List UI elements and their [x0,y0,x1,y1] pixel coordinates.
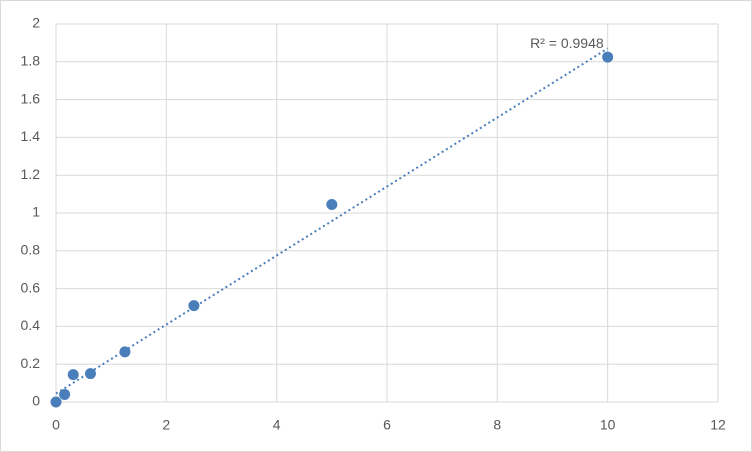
point [59,388,71,400]
point [188,300,200,312]
y-tick-label: 1.8 [21,53,41,69]
x-tick-label: 10 [600,417,616,433]
x-tick-label: 0 [52,417,60,433]
point [119,346,131,358]
y-tick-label: 0.8 [21,242,41,258]
y-tick-label: 0.4 [21,317,41,333]
point [602,51,614,63]
point [67,369,79,381]
y-tick-label: 0.6 [21,279,41,295]
point [326,198,338,210]
y-tick-label: 1.2 [21,166,41,182]
y-tick-label: 1.4 [21,128,41,144]
y-tick-label: 1.6 [21,90,41,106]
x-tick-label: 12 [710,417,726,433]
point [84,368,96,380]
y-tick-label: 2 [32,15,40,31]
x-tick-label: 6 [383,417,391,433]
trendline [55,47,609,395]
y-tick-label: 0.2 [21,355,41,371]
y-tick-label: 0 [32,393,40,409]
x-tick-label: 8 [493,417,501,433]
y-tick-label: 1 [32,204,40,220]
x-tick-label: 4 [273,417,281,433]
x-tick-label: 2 [162,417,170,433]
point [50,396,62,408]
annotation: R² = 0.9948 [530,35,604,51]
